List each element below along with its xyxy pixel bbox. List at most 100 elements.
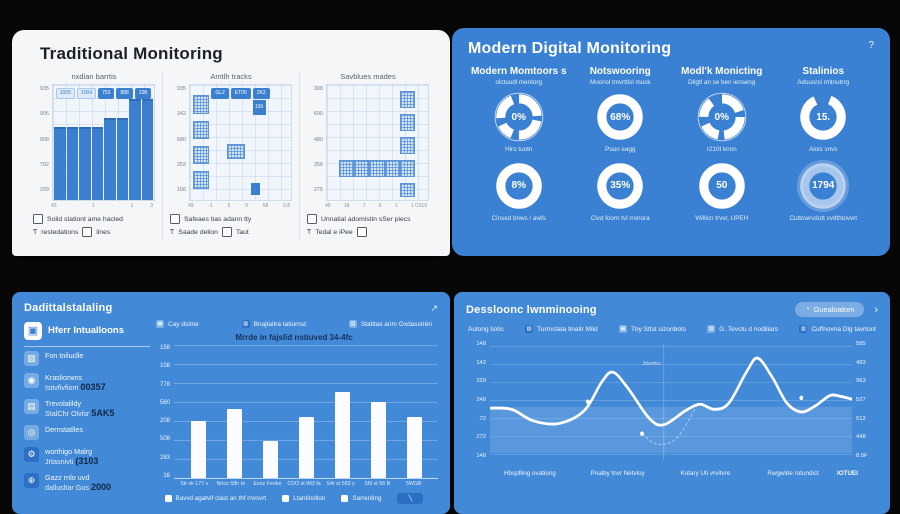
mini-plot-area: 1005 1004 753 888 108 bbox=[52, 84, 155, 201]
gauge-column-heading: Notswooring bbox=[589, 66, 651, 77]
filter-label: Bnajtaitra tatiurnst bbox=[253, 320, 306, 328]
y-tick-label: 283 bbox=[159, 454, 170, 461]
filter-item-1[interactable]: ▥ Turmstata tinaitr Mild bbox=[525, 325, 598, 333]
gauge-value: 0% bbox=[714, 111, 729, 123]
sidebar-item-text: worthigo Malrg Jrtasnivti (3103 bbox=[45, 447, 98, 466]
gauge-value: 8% bbox=[511, 180, 526, 192]
sidebar-item-4[interactable]: ◎ Dernstatlles bbox=[24, 425, 150, 440]
legend-pill[interactable]: GL2 bbox=[211, 88, 229, 99]
legend-label: Sarrenting bbox=[352, 495, 382, 502]
panel-header: Modern Digital Monitoring ? bbox=[468, 40, 874, 58]
sidebar-item-3[interactable]: ▤ Trevolalildy StalChr Olvlsr 5AK5 bbox=[24, 399, 150, 418]
x-tick-label: S4r st 583 y bbox=[326, 481, 355, 487]
chevron-right-icon[interactable]: › bbox=[874, 303, 878, 316]
x-tick-label: Exnz Fevbe bbox=[253, 481, 282, 487]
bar bbox=[79, 126, 91, 200]
y-tick-label: 272 bbox=[476, 434, 486, 441]
sidebar-item-5[interactable]: ⚙ worthigo Malrg Jrtasnivti (3103 bbox=[24, 447, 150, 466]
clock-icon: ◔ bbox=[805, 306, 810, 313]
gauge-value: 50 bbox=[716, 180, 728, 192]
checkbox[interactable] bbox=[282, 495, 290, 502]
filter-item-3[interactable]: ▧ G. Tevctu d nodiliars bbox=[707, 325, 778, 333]
sidebar-item-1[interactable]: ▨ Fon tniluclle bbox=[24, 351, 150, 366]
gauge-column-subtitle: Moonsl tmvrttisl musk bbox=[589, 79, 651, 86]
legend-pill[interactable]: 753 bbox=[98, 88, 115, 99]
sidebar-item-value: 00357 bbox=[80, 382, 106, 392]
evaluation-button[interactable]: ◔ Guealoatom bbox=[795, 302, 865, 317]
legend-pill[interactable]: 2K2 bbox=[252, 88, 270, 99]
sidebar-item-2[interactable]: ◉ Krasliorwns Istivfivfiom 00357 bbox=[24, 373, 150, 392]
sidebar-item-text: Dernstatlles bbox=[45, 425, 83, 434]
legend-pill[interactable]: 1005 bbox=[55, 88, 75, 99]
panel-title: Dessloonc lwnminooing bbox=[466, 303, 597, 316]
panel-title: Modern Digital Monitoring bbox=[468, 40, 672, 57]
x-tick-label: 5 bbox=[227, 203, 231, 209]
legend-pill[interactable]: 108 bbox=[134, 88, 152, 99]
sidebar-item-0[interactable]: ▣ Hferr Intualloons bbox=[24, 322, 150, 347]
x-tick-label: 49 bbox=[325, 203, 331, 209]
legend-row: Safeaes tias adann tty bbox=[170, 214, 292, 224]
y-tick-label: 585 bbox=[856, 341, 866, 347]
legend-item-2[interactable]: Sarrenting bbox=[341, 495, 381, 502]
mini-legend: Unnatial adomistin sSer piecs Ƭ Tedal e iP… bbox=[307, 214, 429, 240]
y-tick-label: 560 bbox=[159, 399, 170, 406]
dessboard-panel: Dessloonc lwnminooing ◔ Guealoatom › Aut… bbox=[454, 292, 890, 514]
panel-body: ▣ Hferr Intualloons ▨ Fon tniluclle ◉ Kraslio… bbox=[24, 320, 438, 504]
donut-gauge: 8% bbox=[493, 160, 545, 212]
sidebar-item-sub: dallusltar Gos 2000 bbox=[45, 482, 111, 492]
sidebar-item-6[interactable]: ⊕ Gazz rnlo uvd dallusltar Gos 2000 bbox=[24, 473, 150, 492]
y-tick-label: 527 bbox=[856, 396, 866, 403]
heat-cell bbox=[399, 159, 415, 177]
legend-pills: GL2 ET05 2K2 bbox=[190, 88, 291, 99]
x-axis-end-label: IOTUEI bbox=[837, 470, 858, 477]
image-icon: ▨ bbox=[24, 351, 39, 366]
expand-icon[interactable]: ↗ bbox=[430, 302, 438, 313]
checkbox[interactable] bbox=[221, 227, 232, 237]
sidebar-item-label: Gazz rnlo uvd bbox=[45, 473, 90, 482]
legend-item-1[interactable]: Ltantinstlon bbox=[282, 495, 325, 502]
x-axis-labels: 43 · 1 · 1 3 bbox=[33, 201, 155, 209]
donut-gauge: 50 bbox=[696, 160, 748, 212]
filter-item-0[interactable]: Autong tiotic bbox=[468, 326, 504, 333]
checkbox[interactable] bbox=[170, 214, 180, 224]
mini-plot-row: 935 342 680 252 166 GL2 ET05 2K2 150 bbox=[170, 84, 292, 201]
checkbox[interactable] bbox=[33, 214, 43, 224]
gauge-column-subtitle: Adousrsl rmtnutrrg bbox=[797, 79, 850, 86]
grid-icon: ▦ bbox=[156, 320, 164, 328]
gauge-column-3: Stalinios Adousrsl rmtnutrrg 15. Aiois snvs… bbox=[773, 66, 875, 229]
y-tick-label: 680 bbox=[176, 136, 186, 143]
legend-pill[interactable]: ET05 bbox=[230, 88, 251, 99]
edit-button[interactable]: ╲ bbox=[397, 493, 424, 504]
y-tick-label: 108 bbox=[159, 363, 170, 370]
filter-label: Turmstata tinaitr Mild bbox=[537, 325, 598, 333]
filter-item-2[interactable]: ▧ Statitas anm Gxdasstrén bbox=[348, 320, 432, 328]
legend-pill[interactable]: 1004 bbox=[76, 88, 97, 99]
filter-item-1[interactable]: ▥ Bnajtaitra tatiurnst bbox=[241, 320, 306, 328]
x-axis-labels: 49 -1 5 9 58 0.8 bbox=[170, 201, 292, 209]
checkbox[interactable] bbox=[82, 227, 93, 237]
bar bbox=[190, 420, 206, 478]
checkbox[interactable] bbox=[341, 495, 349, 502]
checkbox[interactable] bbox=[356, 227, 367, 237]
traditional-charts-row: nxdian barrtis 935 905 908 792 209 1005 1004 753… bbox=[26, 72, 436, 240]
checkbox[interactable] bbox=[164, 495, 172, 502]
y-axis-labels: 935 905 908 792 209 bbox=[33, 84, 52, 201]
filter-item-0[interactable]: ▦ Cay dsitne bbox=[156, 320, 199, 328]
filter-icon: ▧ bbox=[707, 325, 716, 333]
filter-item-2[interactable]: ▦ Tby Sttst sizonbots bbox=[618, 325, 686, 333]
digital-detailing-panel: Dadittalstalaling ↗ ▣ Hferr Intualloons ▨ F… bbox=[12, 292, 450, 514]
checkbox[interactable] bbox=[307, 214, 317, 224]
filter-item-4[interactable]: ▥ Cuffnovna Dlg tavrtont bbox=[799, 325, 876, 333]
legend-label: lines bbox=[96, 228, 111, 236]
gauge-value: 0% bbox=[511, 111, 526, 123]
heat-cell bbox=[227, 143, 245, 159]
sidebar-item-text: Trevolalildy StalChr Olvlsr 5AK5 bbox=[45, 399, 114, 418]
donut-gauge: 68% bbox=[594, 91, 646, 143]
mini-chart-0: nxdian barrtis 935 905 908 792 209 1005 1004 753… bbox=[26, 72, 163, 240]
gauge-column-subtitle: Dilgtl an se ben ienseng bbox=[688, 79, 756, 86]
help-icon[interactable]: ? bbox=[868, 40, 874, 51]
legend-item-0[interactable]: Bavvd agatvif clast an thf rnvsvrt bbox=[164, 495, 266, 502]
legend-pill[interactable]: 888 bbox=[116, 88, 133, 99]
